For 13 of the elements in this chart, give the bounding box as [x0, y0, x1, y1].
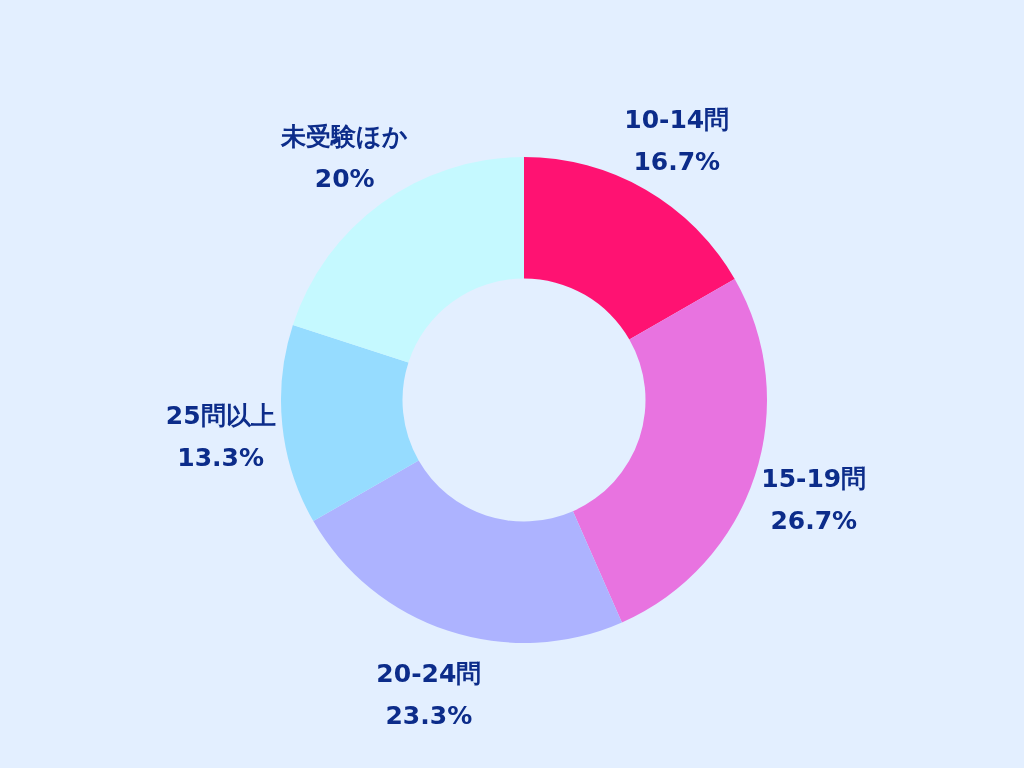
- slice-label: 25問以上: [165, 400, 276, 430]
- slice-label: 10-14問: [624, 105, 730, 135]
- data-label: 26.7%: [770, 506, 858, 536]
- data-label: 23.3%: [385, 700, 473, 730]
- donut-slice: [313, 460, 622, 643]
- donut-slice: [281, 324, 419, 522]
- donut-slice: [292, 157, 524, 363]
- slice-label: 未受験ほか: [280, 122, 409, 152]
- data-label: 16.7%: [633, 147, 721, 177]
- slice-label: 15-19問: [761, 464, 867, 494]
- data-label: 20%: [314, 164, 375, 194]
- data-label: 13.3%: [177, 442, 264, 472]
- slice-label: 20-24問: [376, 658, 482, 688]
